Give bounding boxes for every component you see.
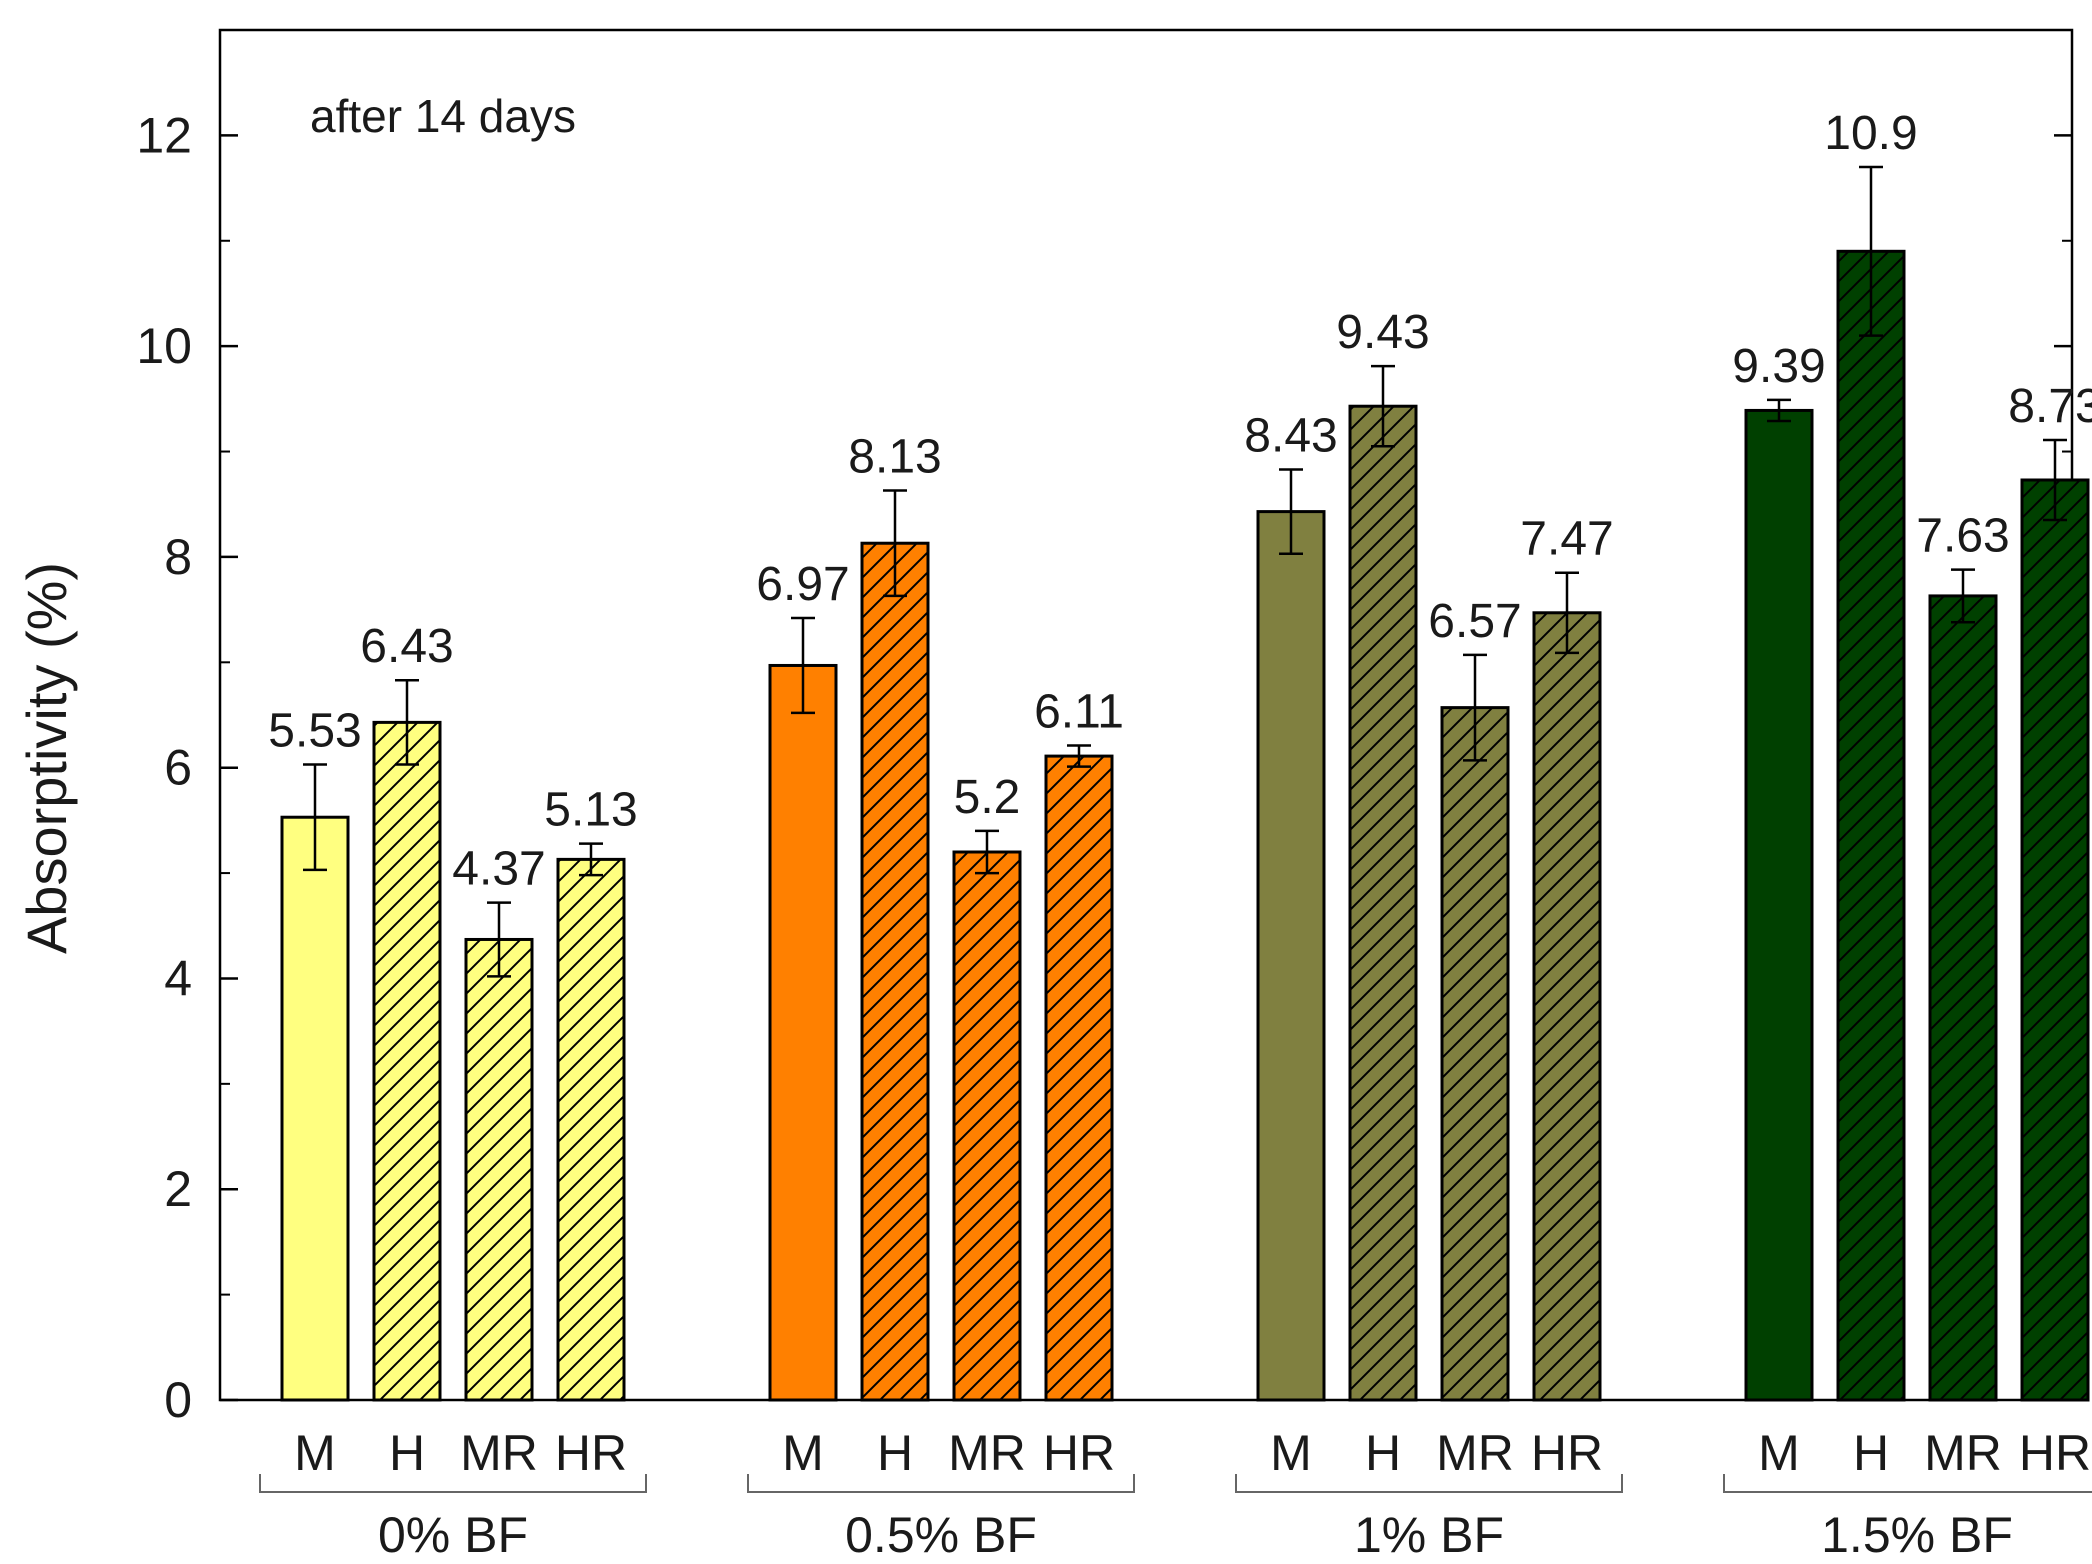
data-label: 9.39 <box>1732 340 1825 393</box>
y-tick-label: 8 <box>164 529 192 585</box>
data-label: 6.97 <box>756 558 849 611</box>
category-tick-label: M <box>1270 1425 1312 1481</box>
data-label: 6.11 <box>1034 686 1124 739</box>
category-tick-label: HR <box>555 1425 627 1481</box>
bar <box>860 541 930 1402</box>
category-tick-label: H <box>1365 1425 1401 1481</box>
bar <box>1348 404 1418 1402</box>
group-bracket <box>1235 1474 1623 1493</box>
group-bracket <box>1723 1474 2092 1493</box>
bar <box>1744 408 1814 1402</box>
bar <box>372 720 442 1402</box>
category-tick-label: MR <box>460 1425 538 1481</box>
y-tick-label: 6 <box>164 740 192 796</box>
y-axis-title: Absorptivity (%) <box>15 562 78 954</box>
y-tick-label: 4 <box>164 950 192 1006</box>
bar <box>952 850 1022 1402</box>
bar <box>1836 249 1906 1402</box>
bar <box>1256 510 1326 1402</box>
category-tick-label: M <box>294 1425 336 1481</box>
bar <box>464 937 534 1402</box>
data-label: 5.13 <box>544 784 637 837</box>
category-tick-label: MR <box>948 1425 1026 1481</box>
data-label: 4.37 <box>452 843 545 896</box>
data-label: 10.9 <box>1824 107 1917 160</box>
plot-area: 0 2 4 6 8 10 12 5.53 M 6.43 H 4.37 MR 5.13 HR 0% BF 6.97… <box>136 28 2092 1563</box>
data-label: 6.43 <box>360 620 453 673</box>
category-tick-label: HR <box>1043 1425 1115 1481</box>
bar <box>2020 478 2090 1402</box>
category-tick-label: H <box>877 1425 913 1481</box>
category-tick-label: H <box>1853 1425 1889 1481</box>
data-label: 9.43 <box>1336 306 1429 359</box>
data-label: 8.13 <box>848 431 941 484</box>
chart-annotation: after 14 days <box>310 90 576 142</box>
data-label: 5.2 <box>954 771 1021 824</box>
category-tick-label: HR <box>2019 1425 2091 1481</box>
category-tick-label: M <box>1758 1425 1800 1481</box>
y-tick-label: 10 <box>136 318 192 374</box>
category-tick-label: H <box>389 1425 425 1481</box>
bar <box>1928 594 1998 1402</box>
group-label: 0.5% BF <box>845 1507 1037 1563</box>
bar <box>1440 706 1510 1402</box>
bar <box>556 857 626 1402</box>
category-tick-label: HR <box>1531 1425 1603 1481</box>
bar <box>1044 754 1114 1402</box>
bar <box>280 815 350 1402</box>
data-label: 8.73 <box>2008 380 2092 433</box>
data-label: 8.43 <box>1244 409 1337 462</box>
category-tick-label: MR <box>1924 1425 2002 1481</box>
bar <box>768 663 838 1402</box>
group-label: 1% BF <box>1354 1507 1504 1563</box>
data-label: 7.63 <box>1916 510 2009 563</box>
data-label: 7.47 <box>1520 513 1613 566</box>
y-tick-label: 12 <box>136 107 192 163</box>
group-bracket <box>259 1474 647 1493</box>
y-tick-label: 0 <box>164 1372 192 1428</box>
y-tick-label: 2 <box>164 1161 192 1217</box>
category-tick-label: MR <box>1436 1425 1514 1481</box>
group-bracket <box>747 1474 1135 1493</box>
data-label: 6.57 <box>1428 595 1521 648</box>
data-label: 5.53 <box>268 705 361 758</box>
bar <box>1532 611 1602 1402</box>
group-label: 1.5% BF <box>1821 1507 2013 1563</box>
group-label: 0% BF <box>378 1507 528 1563</box>
category-tick-label: M <box>782 1425 824 1481</box>
